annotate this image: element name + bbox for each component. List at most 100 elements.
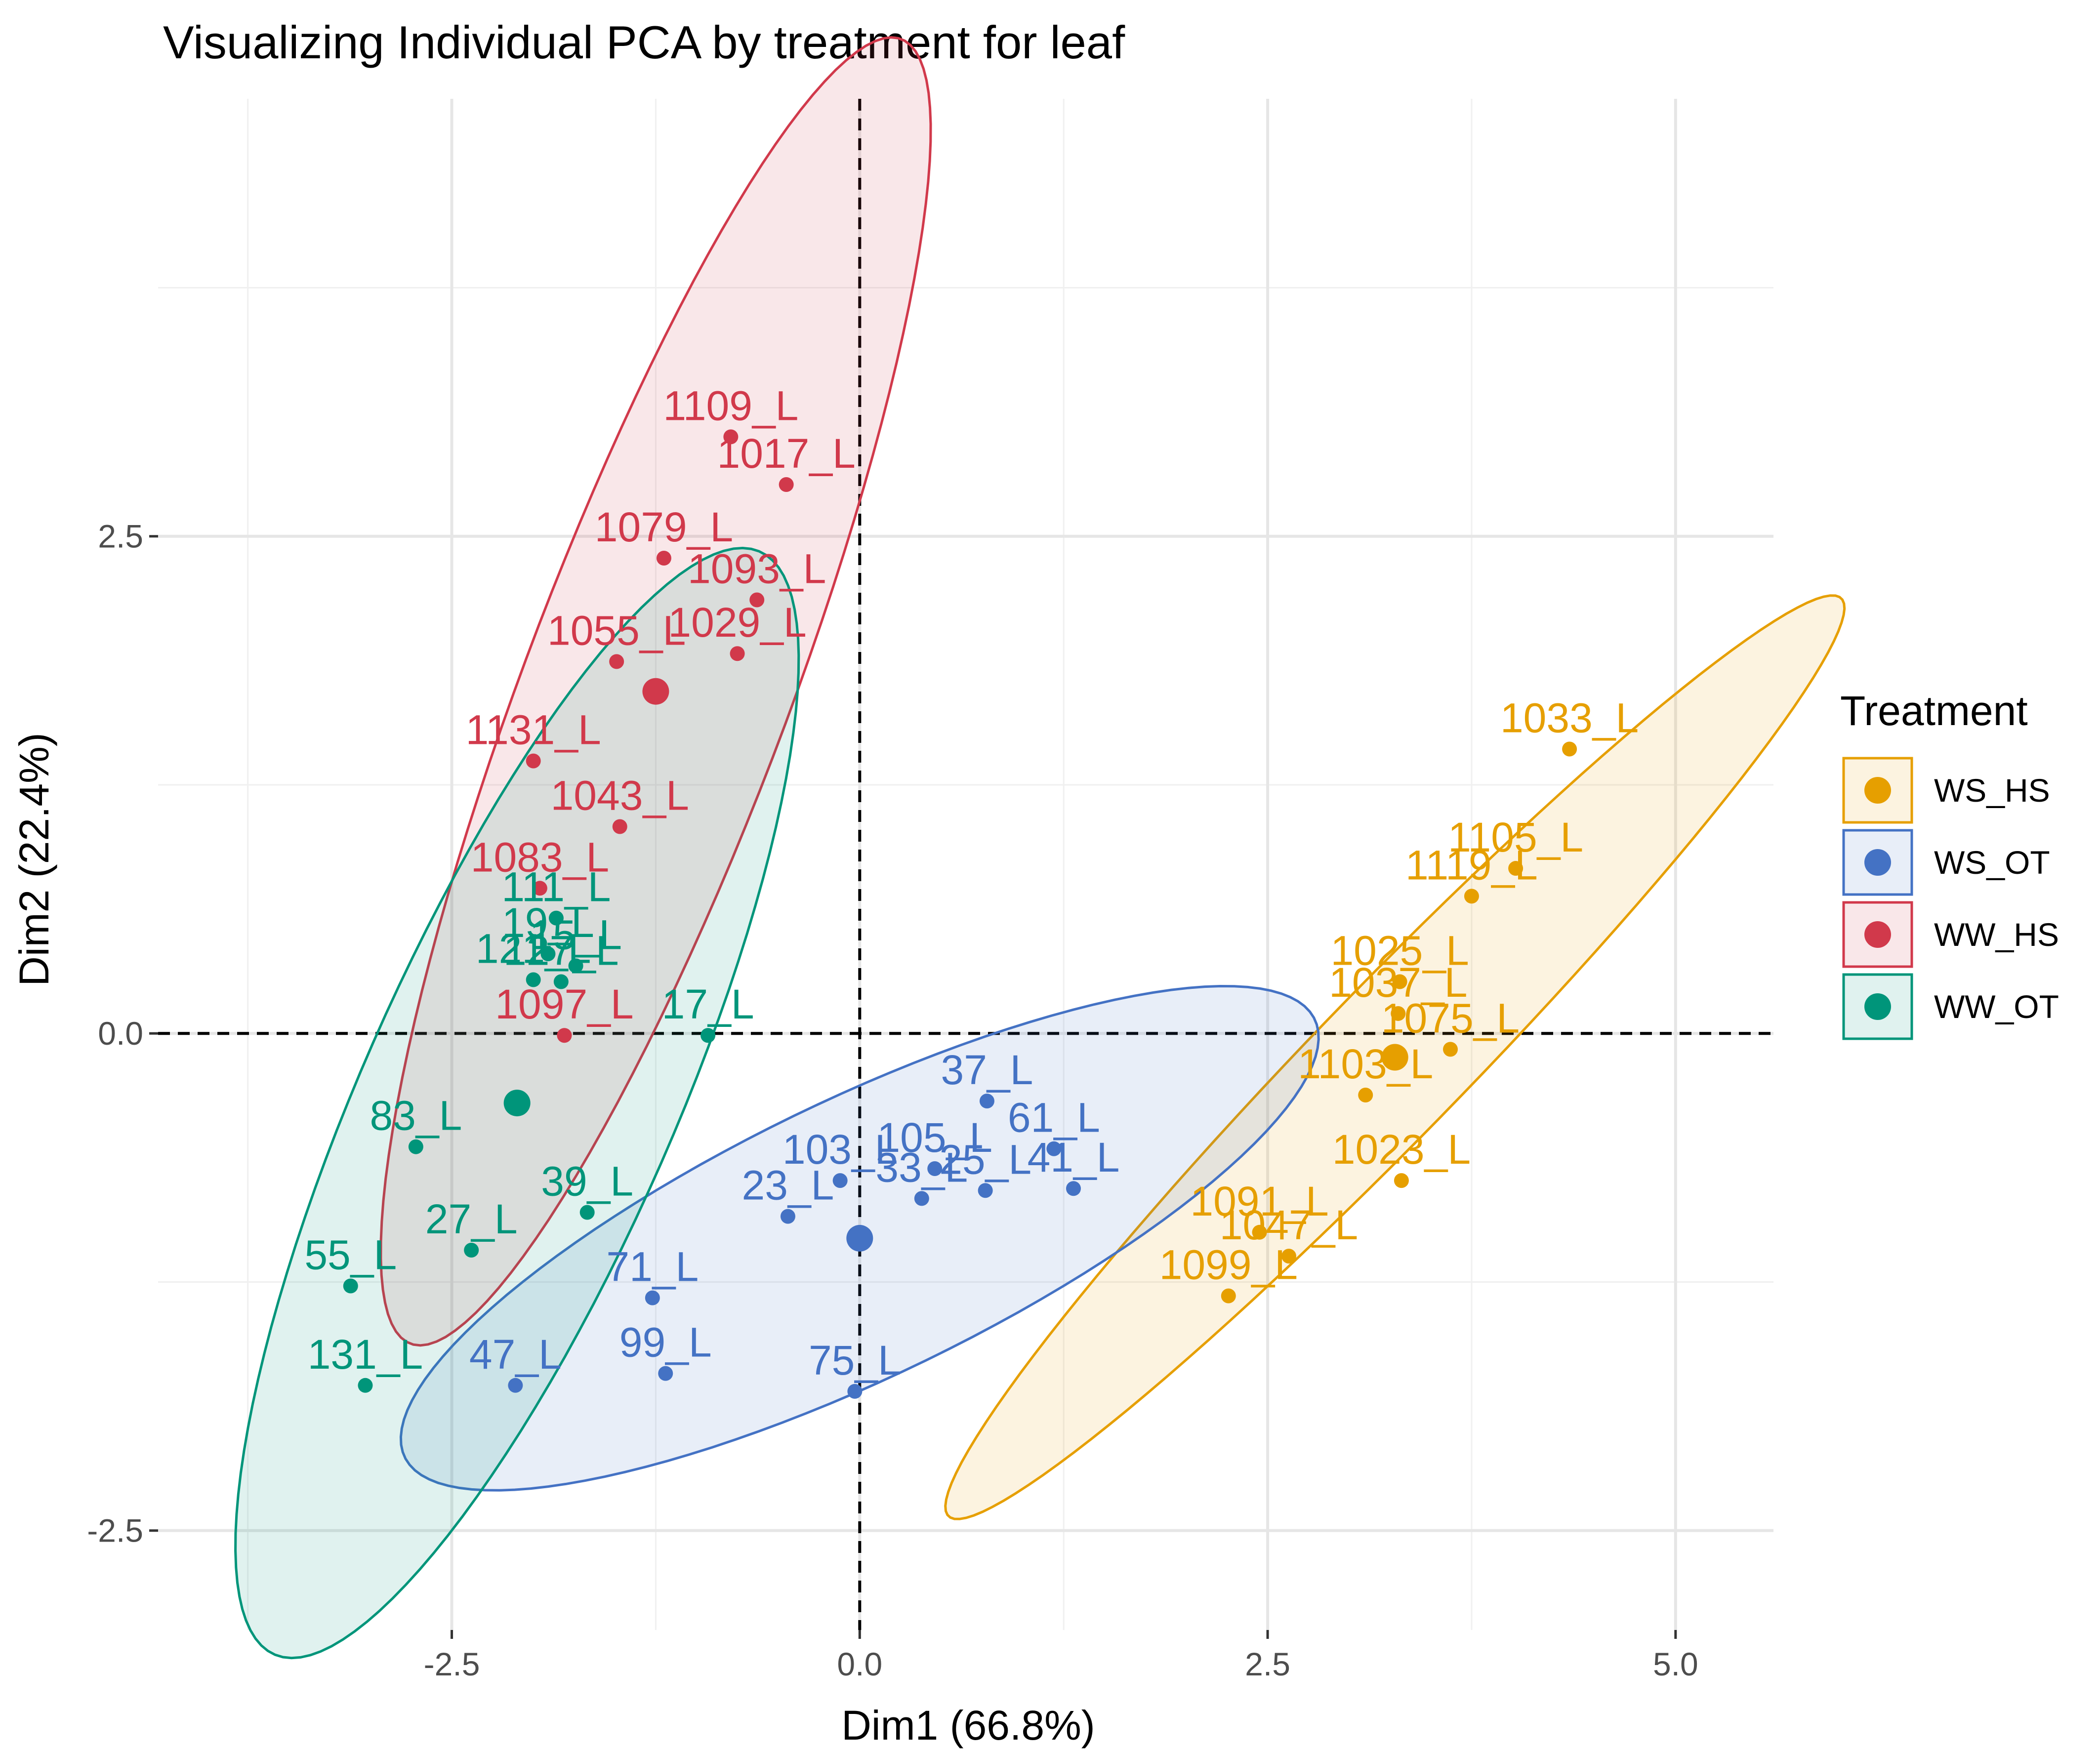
point-label: 1017_L (717, 430, 856, 477)
data-point (723, 429, 739, 445)
data-point (1281, 1249, 1296, 1264)
point-label: 1131_L (466, 707, 601, 753)
legend-item-label: WW_OT (1934, 988, 2059, 1025)
y-axis-title: Dim2 (22.4%) (11, 733, 57, 986)
point-label: 1083_L (471, 834, 609, 880)
point-label: 1029_L (668, 599, 806, 646)
point-label: 1099_L (1159, 1242, 1298, 1288)
data-point (914, 1191, 929, 1206)
point-label: 121_L (476, 926, 591, 972)
centroid-point (1381, 1044, 1408, 1071)
y-tick-label: -2.5 (87, 1512, 143, 1549)
y-tick-label: 2.5 (98, 518, 143, 555)
point-label: 55_L (304, 1232, 397, 1278)
data-point (978, 1183, 993, 1198)
data-point (645, 1290, 660, 1305)
data-point (656, 551, 671, 566)
data-point (408, 1139, 423, 1154)
x-tick-label: 0.0 (837, 1646, 882, 1682)
data-point (832, 1173, 848, 1188)
point-label: 19_L (502, 899, 594, 946)
point-label: 41_L (1028, 1134, 1120, 1180)
point-label: 33_L (875, 1144, 968, 1190)
legend-key-marker (1864, 849, 1891, 876)
data-point (540, 946, 556, 962)
legend-item-label: WS_HS (1934, 772, 2050, 809)
centroid-point (503, 1090, 531, 1117)
point-label: 1075_L (1381, 995, 1520, 1041)
point-label: 1033_L (1500, 694, 1639, 741)
data-point (526, 753, 541, 769)
legend-key-marker (1864, 993, 1891, 1020)
legend-key-marker (1864, 777, 1891, 804)
point-label: 27_L (425, 1196, 518, 1242)
data-point (847, 1384, 863, 1399)
point-label: 37_L (941, 1047, 1033, 1093)
data-points (343, 429, 1577, 1399)
data-point (658, 1366, 673, 1381)
point-label: 1091_L (1190, 1178, 1328, 1224)
data-point (1391, 1006, 1406, 1021)
point-label: 1103_L (1298, 1041, 1433, 1087)
x-tick-label: -2.5 (424, 1646, 480, 1682)
data-point (749, 592, 765, 608)
point-label: 127_L (503, 928, 619, 974)
point-label: 1119_L (1405, 842, 1538, 888)
point-label: 75_L (809, 1337, 901, 1384)
data-point (1221, 1288, 1236, 1303)
point-label: 47_L (469, 1331, 562, 1378)
data-point (568, 958, 583, 974)
point-label: 71_L (606, 1244, 699, 1290)
point-label: 1043_L (551, 773, 689, 819)
data-point (1066, 1181, 1081, 1196)
data-point (927, 1161, 943, 1176)
data-point (1508, 861, 1524, 876)
x-axis-title: Dim1 (66.8%) (841, 1702, 1095, 1749)
data-point (526, 972, 541, 987)
point-label: 25_L (939, 1136, 1031, 1182)
data-point (979, 1094, 994, 1109)
point-label: 1097_L (495, 981, 633, 1027)
point-label: 103_L (782, 1126, 898, 1173)
point-label: 1079_L (595, 504, 733, 550)
point-label: 1093_L (688, 546, 826, 592)
data-point (609, 654, 624, 669)
data-point (548, 910, 564, 926)
point-label: 1023_L (1332, 1126, 1471, 1173)
reference-lines (158, 99, 1773, 1630)
x-tick-label: 2.5 (1245, 1646, 1290, 1682)
point-label: 105_L (877, 1114, 992, 1161)
y-tick-label: 0.0 (98, 1015, 143, 1052)
data-point (508, 1378, 523, 1393)
data-point (1252, 1224, 1267, 1240)
data-point (1394, 1173, 1409, 1188)
point-label: 99_L (619, 1319, 712, 1366)
legend-title: Treatment (1840, 688, 2028, 734)
data-point (343, 1278, 358, 1294)
data-point (1392, 974, 1407, 989)
point-label: 1055_L (547, 607, 686, 653)
data-point (730, 646, 745, 661)
data-point (557, 1028, 572, 1043)
data-point (358, 1378, 373, 1393)
point-label: 15_L (530, 911, 622, 958)
point-label: 1047_L (1220, 1202, 1358, 1248)
data-point (780, 1209, 795, 1224)
x-tick-label: 5.0 (1653, 1646, 1698, 1682)
centroid-point (846, 1224, 873, 1252)
legend: Treatment WS_HS WS_OT WW_HS WW_OT (1840, 688, 2059, 1040)
data-point (612, 819, 627, 834)
point-label: 23_L (742, 1162, 834, 1209)
grid (158, 99, 1773, 1630)
legend-item-label: WS_OT (1934, 844, 2050, 881)
point-label: 131_L (308, 1331, 423, 1378)
data-point (779, 477, 794, 492)
legend-item-label: WW_HS (1934, 916, 2059, 953)
data-point (532, 881, 547, 896)
data-point (553, 974, 569, 989)
data-point (1464, 889, 1479, 904)
point-label: 111_L (501, 864, 611, 910)
data-point (1046, 1141, 1062, 1156)
